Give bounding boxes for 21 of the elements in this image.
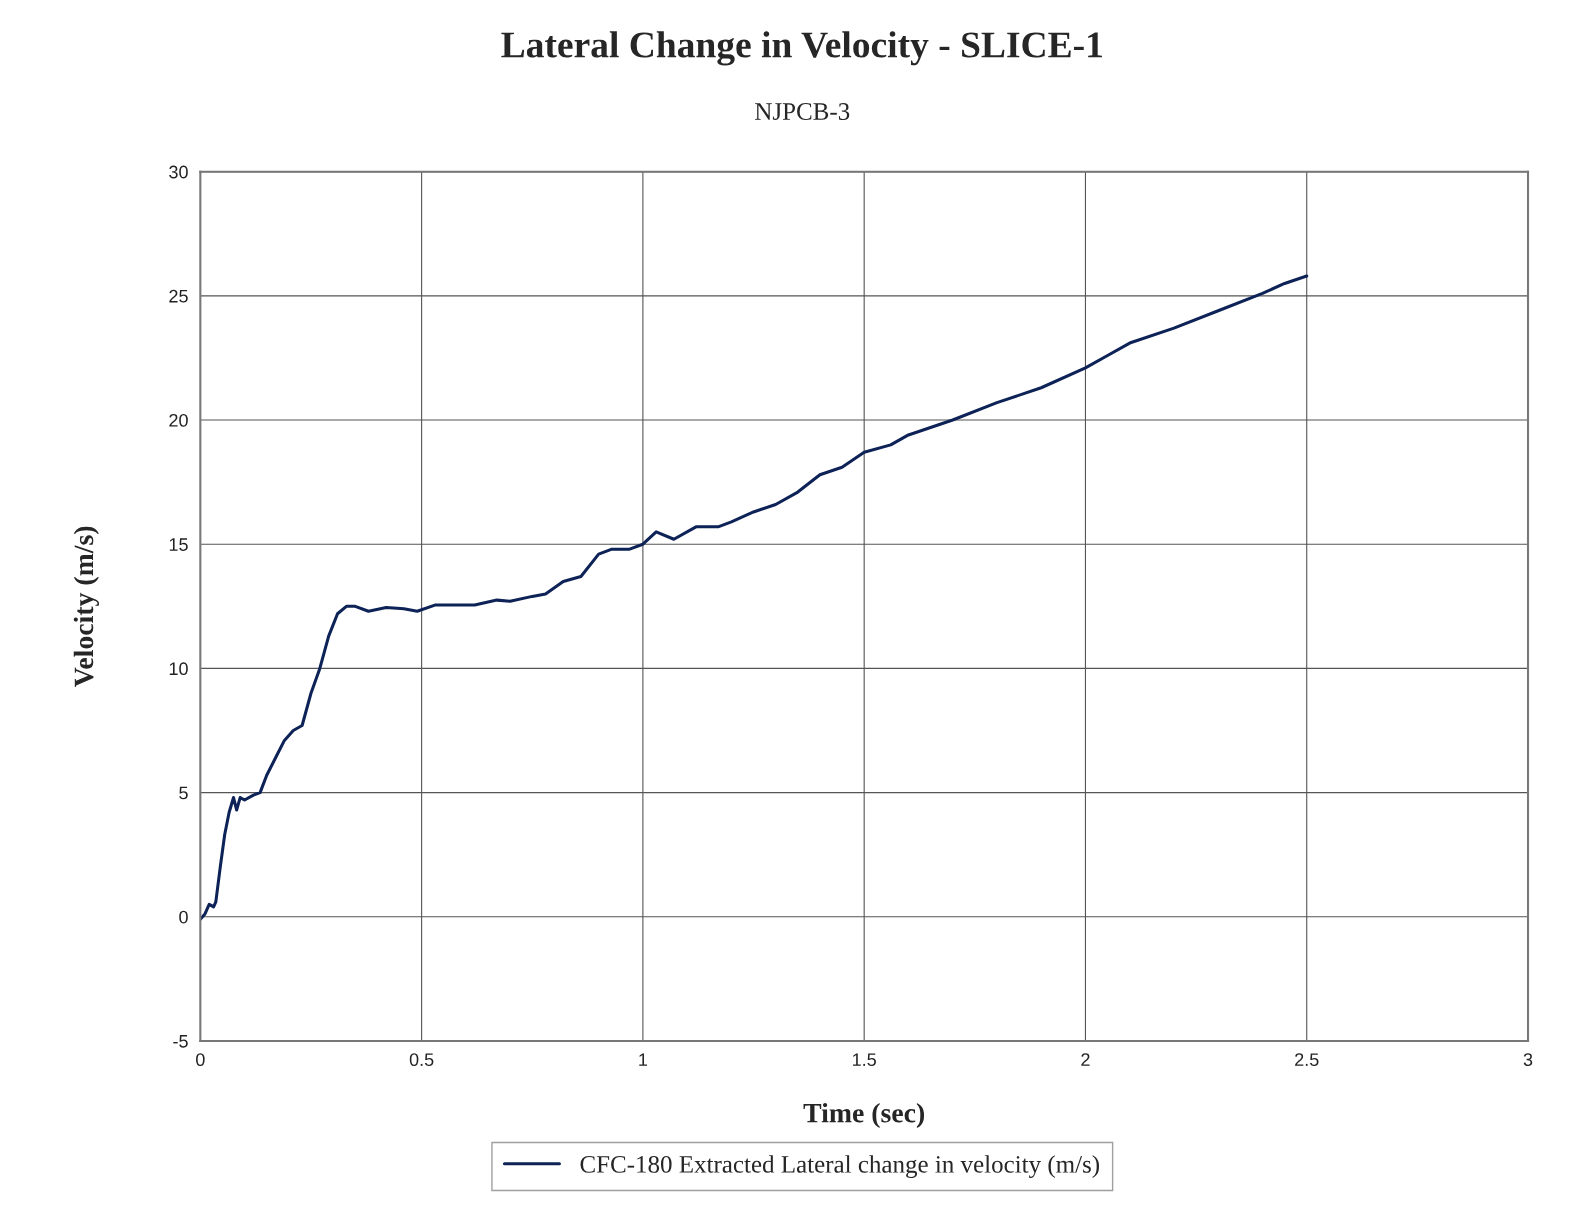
x-tick-label: 1	[639, 1053, 648, 1066]
x-tick-label: 0	[196, 1053, 205, 1067]
y-axis-title: Velocity (m/s)	[73, 526, 99, 687]
legend-label: CFC-180 Extracted Lateral change in velocity (m/s)	[580, 1155, 1100, 1178]
line-series	[200, 274, 1309, 921]
y-tick-label: 5	[179, 786, 188, 800]
chart-title: Lateral Change in Velocity - SLICE-1	[501, 31, 1102, 66]
x-tick-label: 2	[1081, 1053, 1090, 1066]
y-tick-label: 15	[169, 538, 188, 551]
y-tick-label: 20	[169, 413, 188, 427]
y-tick-label: 0	[179, 910, 188, 924]
y-tick-label: -5	[173, 1035, 188, 1048]
y-tick-label: 30	[169, 165, 188, 179]
x-tick-label: 0.5	[409, 1053, 434, 1067]
x-axis-title: Time (sec)	[803, 1102, 925, 1129]
x-tick-label: 2.5	[1295, 1053, 1319, 1067]
y-tick-label: 10	[169, 662, 188, 676]
x-tick-label: 3	[1523, 1053, 1533, 1067]
y-tick-label: 25	[169, 289, 188, 303]
x-tick-label: 1.5	[853, 1053, 876, 1067]
chart-subtitle: NJPCB-3	[755, 103, 850, 120]
